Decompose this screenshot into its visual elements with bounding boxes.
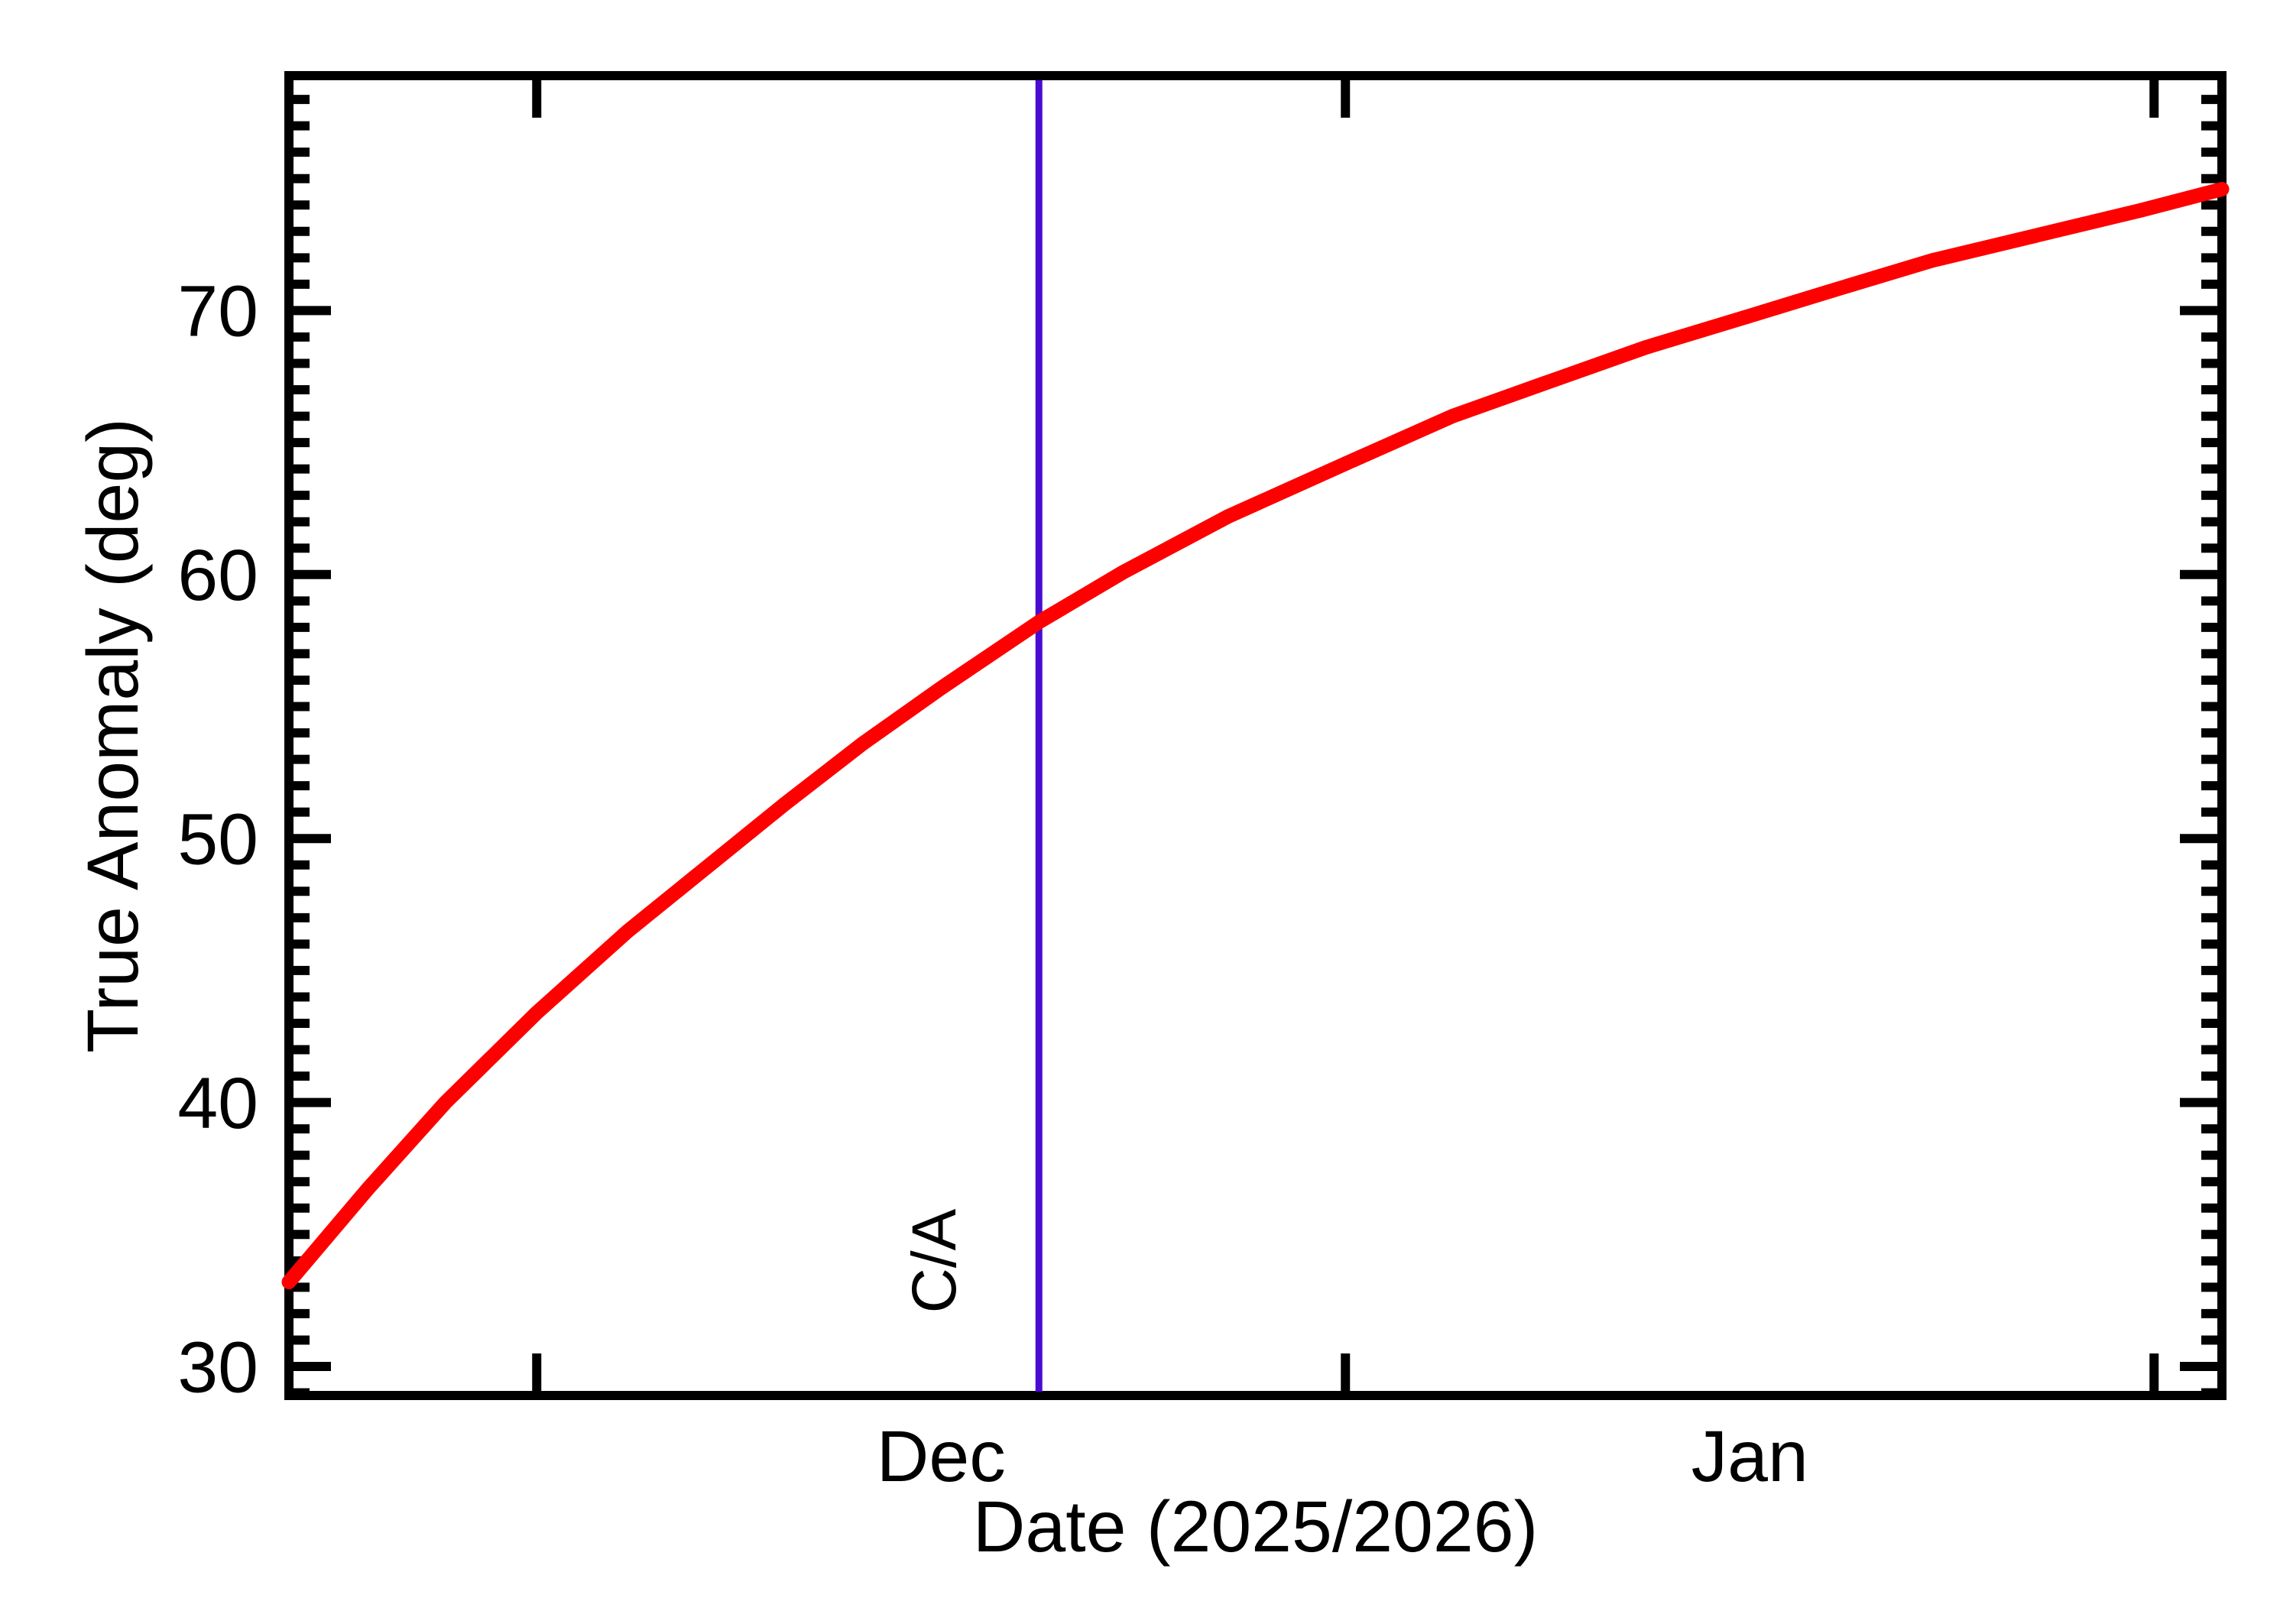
y-tick-label: 60 bbox=[177, 535, 258, 616]
y-tick-label: 40 bbox=[177, 1063, 258, 1144]
x-month-label: Jan bbox=[1691, 1416, 1808, 1497]
true-anomaly-curve bbox=[281, 182, 2230, 1289]
tick-labels: 30 40 50 60 70 Dec Jan bbox=[177, 271, 1808, 1497]
x-axis-title: Date (2025/2026) bbox=[973, 1486, 1538, 1567]
x-month-label: Dec bbox=[877, 1416, 1006, 1497]
y-tick-label: 50 bbox=[177, 799, 258, 880]
y-tick-label: 30 bbox=[177, 1327, 258, 1408]
plot-frame bbox=[284, 71, 2227, 1400]
close-approach-label: C/A bbox=[900, 1208, 969, 1313]
y-axis-title: True Anomaly (deg) bbox=[73, 418, 154, 1053]
axis-ticks bbox=[289, 76, 2222, 1398]
y-tick-label: 70 bbox=[177, 271, 258, 352]
